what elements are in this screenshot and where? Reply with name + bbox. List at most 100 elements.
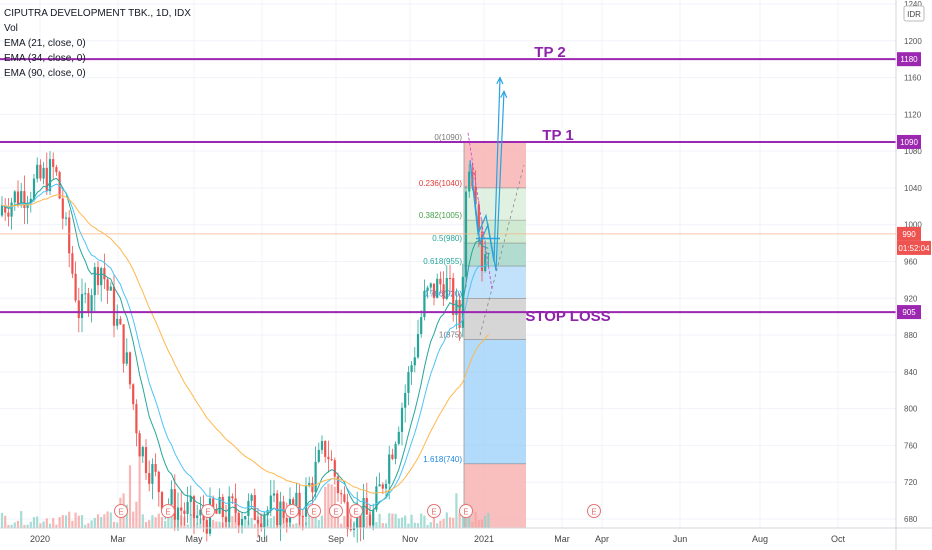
time-axis[interactable]: 2020 Mar May Jul Sep Nov 2021 Mar Apr Jun Aug Oct xyxy=(0,527,932,544)
volume-bar xyxy=(42,521,45,528)
candle-body xyxy=(135,404,138,434)
candle-body xyxy=(52,159,55,168)
candle-body xyxy=(407,372,410,393)
volume-bar xyxy=(461,512,464,528)
currency-badge[interactable] xyxy=(903,5,925,22)
volume-bar xyxy=(10,524,13,528)
candle-body xyxy=(343,494,346,502)
volume-bar xyxy=(442,518,445,528)
candle-body xyxy=(304,486,308,517)
candle-body xyxy=(151,464,154,484)
candle-body xyxy=(112,286,116,326)
earnings-marker[interactable]: E xyxy=(349,504,363,518)
volume-bar xyxy=(68,511,71,528)
fib-band xyxy=(464,141,526,188)
time-tick-label: Mar xyxy=(554,534,570,544)
volume-bar xyxy=(4,515,7,528)
volume-bar xyxy=(144,522,148,528)
candle-body xyxy=(375,486,378,510)
volume-bar xyxy=(295,523,298,528)
earnings-marker[interactable]: E xyxy=(114,504,128,518)
candlestick-series[interactable] xyxy=(0,151,490,543)
indicator-ema-90[interactable]: EMA (90, close, 0) xyxy=(4,68,86,79)
price-badge-tp1[interactable] xyxy=(897,134,921,149)
volume-bar xyxy=(487,512,490,528)
volume-bar xyxy=(471,521,474,528)
candle-body xyxy=(0,205,4,216)
price-badge-last[interactable] xyxy=(897,226,921,241)
indicator-ema-21[interactable]: EMA (21, close, 0) xyxy=(4,38,86,49)
candle-body xyxy=(90,295,93,312)
candle-body xyxy=(196,515,199,519)
volume-bar xyxy=(212,519,215,528)
candle-body xyxy=(301,515,304,517)
candle-body xyxy=(93,267,96,296)
candle-body xyxy=(308,482,311,487)
price-badge-stop[interactable] xyxy=(897,305,921,320)
candle-body xyxy=(141,447,144,457)
earnings-circle xyxy=(161,504,175,518)
candle-body xyxy=(42,167,45,179)
candle-body xyxy=(336,476,340,494)
price-axis[interactable]: 680 720 760 800 840 880 920 960 1000 1040 1080 1120… xyxy=(895,0,931,550)
earnings-marker[interactable]: E xyxy=(587,504,601,518)
candle-body xyxy=(109,286,112,291)
fib-label: 0.618(955) xyxy=(423,257,462,266)
candle-body xyxy=(231,496,234,499)
earnings-marker[interactable]: E xyxy=(459,504,473,518)
candle-body xyxy=(148,473,151,484)
magenta-trend-line xyxy=(467,132,493,290)
ema-lines xyxy=(1,177,489,516)
earnings-circle xyxy=(329,504,343,518)
level-label-tp1: TP 1 xyxy=(542,127,573,144)
earnings-marker[interactable]: E xyxy=(161,504,175,518)
volume-bar xyxy=(314,512,317,528)
indicator-ema-34[interactable]: EMA (34, close, 0) xyxy=(4,53,86,64)
candle-body xyxy=(132,384,135,405)
price-badge-tp2[interactable] xyxy=(897,52,921,67)
time-tick-label: Aug xyxy=(752,534,768,544)
candle-body xyxy=(192,496,196,519)
volume-bar xyxy=(96,514,100,528)
candle-body xyxy=(362,497,365,528)
volume-bar xyxy=(336,511,340,528)
earnings-marker[interactable]: E xyxy=(329,504,343,518)
earnings-marker[interactable]: E xyxy=(307,504,321,518)
price-tick-label: 920 xyxy=(904,294,918,303)
volume-bar xyxy=(436,523,439,528)
candle-body xyxy=(484,254,487,272)
indicator-volume[interactable]: Vol xyxy=(4,23,18,34)
earnings-marker[interactable]: E xyxy=(427,504,441,518)
volume-bar xyxy=(154,517,157,528)
candle-body xyxy=(349,529,352,531)
price-tick-label: 1160 xyxy=(904,74,922,83)
candle-body xyxy=(445,278,448,299)
price-badge-tp1-label: 1090 xyxy=(900,138,918,147)
fib-label: 0.5(980) xyxy=(432,234,462,243)
candle-body xyxy=(340,493,343,495)
volume-bar xyxy=(423,515,426,528)
price-tick-label: 960 xyxy=(904,258,918,267)
countdown-label: 01:52:04 xyxy=(898,244,930,253)
projection-arrow-2[interactable] xyxy=(469,91,505,271)
projection-arrows[interactable] xyxy=(467,76,508,290)
price-tick-label: 760 xyxy=(904,441,918,450)
volume-bar xyxy=(58,517,61,528)
horizontal-levels[interactable]: TP 2 TP 1 STOP LOSS xyxy=(0,44,896,325)
candle-body xyxy=(96,267,100,286)
earnings-marker[interactable]: E xyxy=(285,504,299,518)
volume-bar xyxy=(55,524,58,528)
candle-body xyxy=(100,268,103,286)
candle-body xyxy=(138,433,141,457)
earnings-marker[interactable]: E xyxy=(201,504,215,518)
candle-body xyxy=(487,252,490,255)
candle-body xyxy=(452,278,455,316)
earnings-label: E xyxy=(311,508,316,517)
volume-bar xyxy=(90,520,93,528)
candle-body xyxy=(477,204,480,232)
candle-body xyxy=(381,484,384,489)
volume-bar xyxy=(148,520,151,528)
volume-bar xyxy=(426,524,429,528)
